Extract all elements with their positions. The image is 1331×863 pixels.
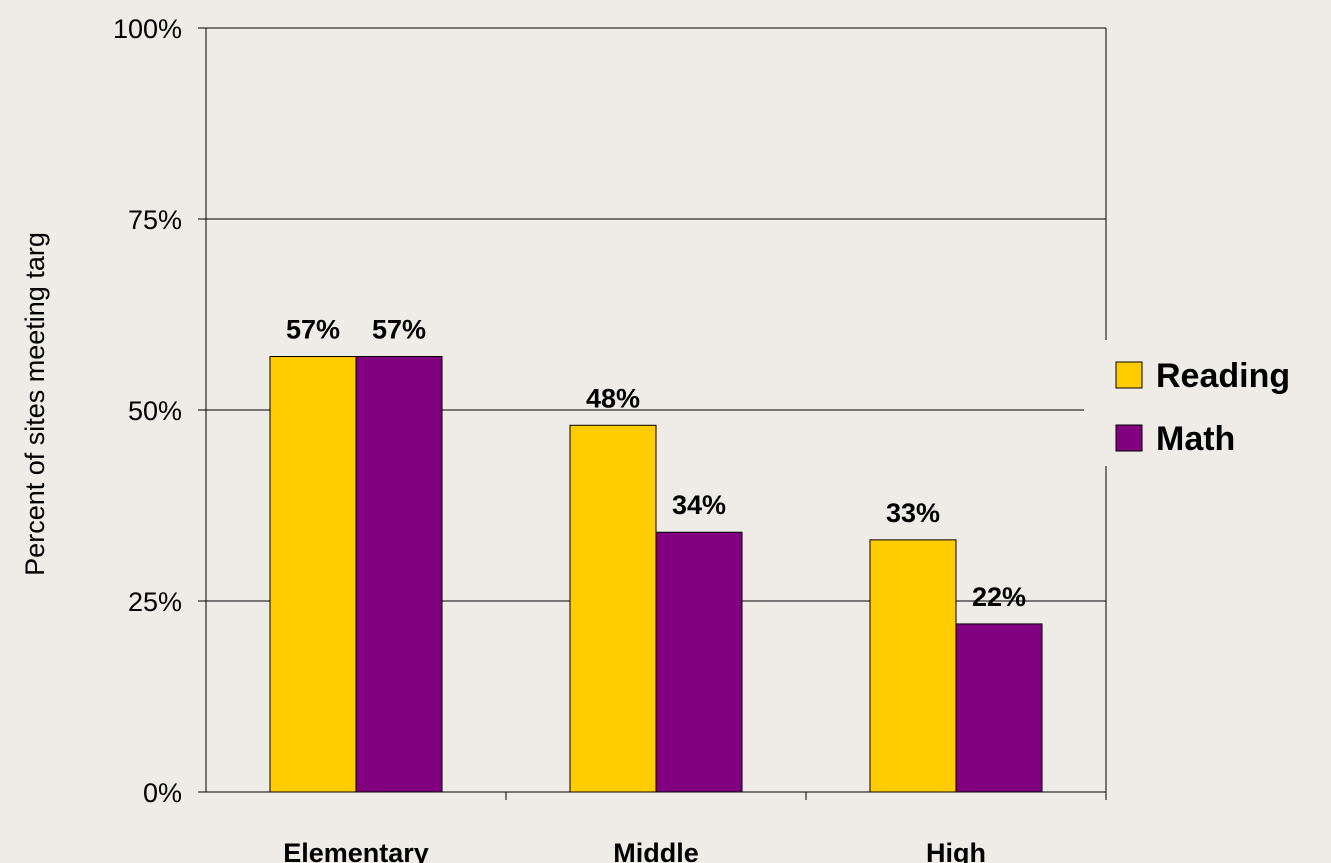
- data-label-math-elementary: 57%: [372, 315, 426, 345]
- y-axis-title: Percent of sites meeting targ: [20, 232, 50, 576]
- bars: [269, 356, 1043, 793]
- data-label-reading-elementary: 57%: [286, 315, 340, 345]
- legend-label-reading: Reading: [1156, 357, 1290, 395]
- legend-swatch-reading: [1115, 361, 1143, 389]
- y-tick-label: 50%: [128, 396, 182, 426]
- category-label-high: High: [926, 838, 986, 863]
- bar-math-elementary: [355, 356, 443, 793]
- bar-reading-elementary: [269, 356, 357, 793]
- category-label-middle: Middle: [613, 838, 699, 863]
- bar-math-high: [955, 623, 1043, 793]
- bar-reading-high: [869, 539, 957, 793]
- legend: Reading Math: [1084, 340, 1331, 466]
- y-tick-label: 25%: [128, 587, 182, 617]
- data-label-math-middle: 34%: [672, 490, 726, 520]
- legend-swatch-math: [1115, 424, 1143, 452]
- bar-reading-middle: [569, 424, 657, 793]
- category-label-elementary: Elementary: [283, 838, 429, 863]
- data-label-math-high: 22%: [972, 582, 1026, 612]
- data-label-reading-middle: 48%: [586, 383, 640, 413]
- y-tick-label: 100%: [113, 14, 182, 44]
- y-tick-label: 0%: [143, 778, 182, 808]
- bar-math-middle: [655, 531, 743, 793]
- data-labels: 57% 57% 48% 34% 33% 22%: [286, 315, 1026, 612]
- data-label-reading-high: 33%: [886, 498, 940, 528]
- y-tick-label: 75%: [128, 205, 182, 235]
- legend-label-math: Math: [1156, 420, 1235, 458]
- axes: 0% 25% 50% 75% 100% Elementary Middle High: [113, 14, 1107, 863]
